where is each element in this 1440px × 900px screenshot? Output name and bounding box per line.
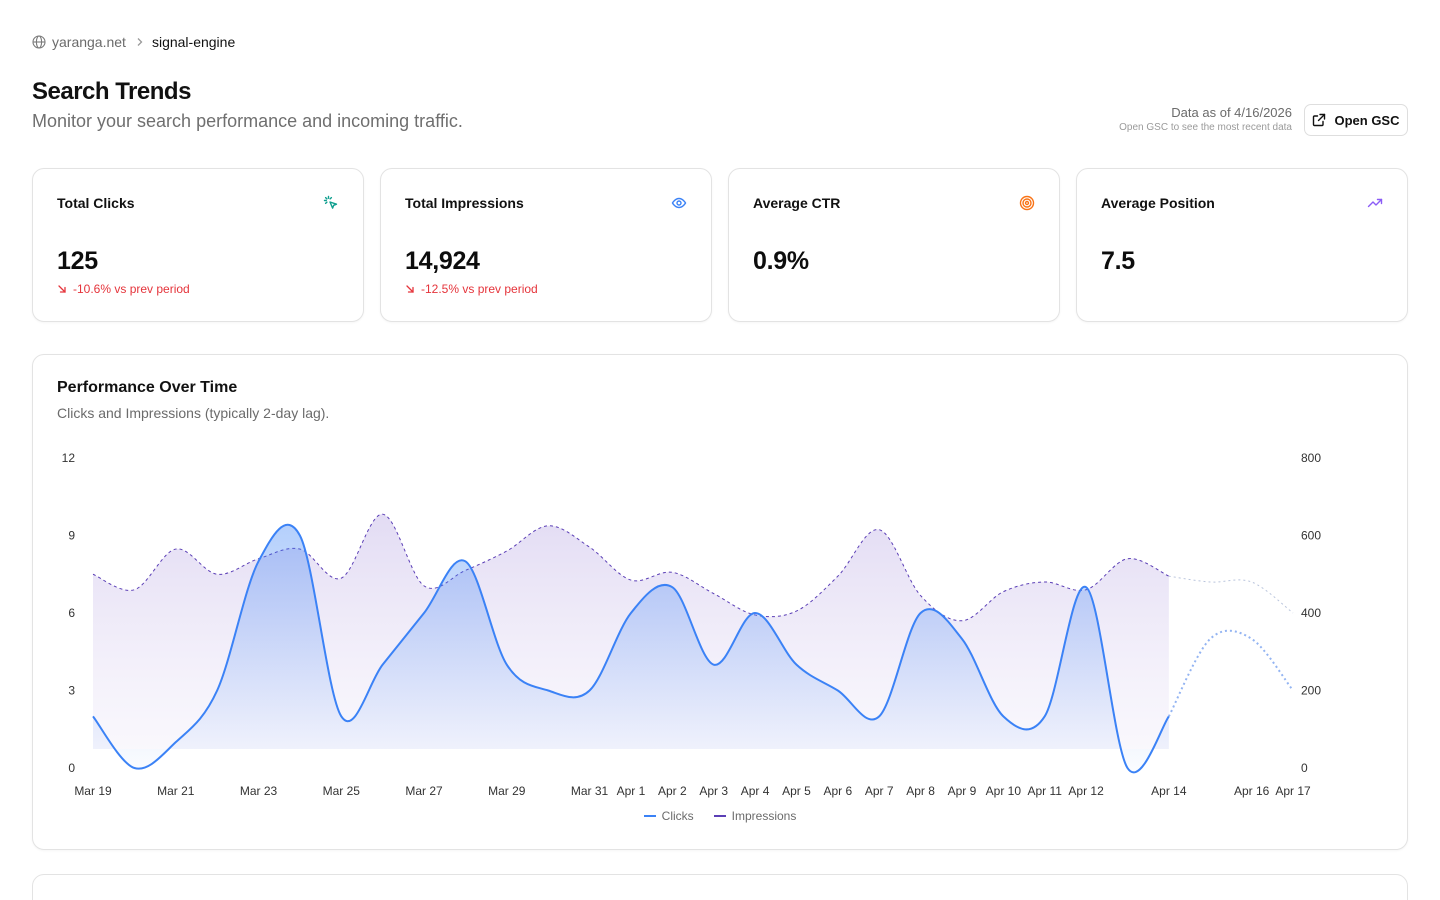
globe-icon xyxy=(32,35,46,49)
impressions-line[interactable] xyxy=(92,513,1170,622)
x-tick: Apr 6 xyxy=(823,784,852,798)
y-tick-right: 200 xyxy=(1301,684,1321,698)
target-icon xyxy=(1019,195,1035,211)
x-tick: Apr 3 xyxy=(699,784,728,798)
open-gsc-label: Open GSC xyxy=(1334,112,1400,128)
stat-label: Total Clicks xyxy=(57,195,135,211)
y-tick-left: 3 xyxy=(68,684,75,698)
stat-card-total-impressions: Total Impressions 14,924 -12.5% vs prev … xyxy=(380,168,712,322)
page-subtitle: Monitor your search performance and inco… xyxy=(32,111,463,131)
chart-title: Performance Over Time xyxy=(57,379,238,396)
eye-icon xyxy=(671,195,687,211)
cursor-click-icon xyxy=(323,195,339,211)
arrow-down-right-icon xyxy=(57,284,67,294)
x-tick: Apr 2 xyxy=(658,784,687,798)
page-title: Search Trends xyxy=(32,78,191,105)
x-tick: Mar 27 xyxy=(405,784,443,798)
data-note: Open GSC to see the most recent data xyxy=(1119,122,1292,133)
stat-value: 125 xyxy=(57,247,98,275)
chart-description: Clicks and Impressions (typically 2-day … xyxy=(57,405,330,421)
open-gsc-button[interactable]: Open GSC xyxy=(1304,104,1408,136)
x-tick: Apr 4 xyxy=(741,784,770,798)
clicks-area xyxy=(93,524,1169,773)
stat-card-average-ctr: Average CTR 0.9% xyxy=(728,168,1060,322)
stat-delta-text: -12.5% vs prev period xyxy=(421,282,538,296)
stat-value: 7.5 xyxy=(1101,247,1135,275)
breadcrumb-site[interactable]: yaranga.net xyxy=(52,34,126,50)
y-tick-left: 9 xyxy=(68,529,75,543)
clicks-partial-line xyxy=(1167,629,1294,717)
stat-card-total-clicks: Total Clicks 125 -10.6% vs prev period xyxy=(32,168,364,322)
stat-delta-text: -10.6% vs prev period xyxy=(73,282,190,296)
legend-item-impressions[interactable]: Impressions xyxy=(713,809,797,823)
x-tick: Apr 10 xyxy=(986,784,1022,798)
x-tick: Apr 14 xyxy=(1151,784,1187,798)
x-tick: Apr 8 xyxy=(906,784,935,798)
trending-up-icon xyxy=(1367,195,1383,211)
legend-label-clicks: Clicks xyxy=(661,809,694,823)
secondary-card xyxy=(32,874,1408,900)
y-tick-left: 0 xyxy=(68,761,75,775)
data-as-of-label: Data as of 4/16/2026 xyxy=(1171,105,1292,120)
stat-value: 0.9% xyxy=(753,247,809,275)
stat-delta: -10.6% vs prev period xyxy=(57,282,190,296)
x-tick: Mar 23 xyxy=(240,784,278,798)
x-tick: Apr 5 xyxy=(782,784,811,798)
chart-legend: Clicks Impressions xyxy=(33,809,1407,823)
y-tick-left: 6 xyxy=(68,606,75,620)
data-freshness: Data as of 4/16/2026 Open GSC to see the… xyxy=(1119,104,1292,135)
x-tick: Mar 25 xyxy=(323,784,361,798)
y-tick-left: 12 xyxy=(62,451,76,465)
stat-value: 14,924 xyxy=(405,247,480,275)
stat-delta: -12.5% vs prev period xyxy=(405,282,538,296)
stat-label: Average Position xyxy=(1101,195,1215,211)
stat-card-average-position: Average Position 7.5 xyxy=(1076,168,1408,322)
x-tick: Apr 16 xyxy=(1234,784,1270,798)
x-tick: Apr 11 xyxy=(1027,784,1062,798)
stat-label: Average CTR xyxy=(753,195,841,211)
y-tick-right: 600 xyxy=(1301,529,1321,543)
impressions-partial-line xyxy=(1168,575,1294,614)
stat-label: Total Impressions xyxy=(405,195,524,211)
performance-chart-card: Performance Over Time Clicks and Impress… xyxy=(32,354,1408,850)
y-tick-right: 400 xyxy=(1301,606,1321,620)
performance-chart[interactable]: 0 3 6 9 12 0 200 400 600 800 Mar 19 Mar 21 Mar 23 M… xyxy=(33,355,1409,825)
breadcrumb-project[interactable]: signal-engine xyxy=(151,34,236,50)
chevron-right-icon xyxy=(136,37,144,47)
x-tick: Mar 29 xyxy=(488,784,526,798)
clicks-line[interactable] xyxy=(92,523,1170,774)
x-tick: Mar 31 xyxy=(571,784,609,798)
external-link-icon xyxy=(1312,113,1326,127)
breadcrumb: yaranga.net signal-engine xyxy=(32,32,235,52)
x-tick: Apr 9 xyxy=(948,784,977,798)
y-tick-right: 800 xyxy=(1301,451,1321,465)
x-tick: Apr 7 xyxy=(865,784,894,798)
x-tick: Apr 17 xyxy=(1275,784,1311,798)
x-tick: Apr 1 xyxy=(617,784,646,798)
legend-swatch-impressions xyxy=(713,815,726,817)
arrow-down-right-icon xyxy=(405,284,415,294)
y-tick-right: 0 xyxy=(1301,761,1308,775)
x-tick: Mar 19 xyxy=(74,784,112,798)
x-tick: Apr 12 xyxy=(1068,784,1104,798)
legend-label-impressions: Impressions xyxy=(731,809,797,823)
x-tick: Mar 21 xyxy=(157,784,195,798)
legend-item-clicks[interactable]: Clicks xyxy=(643,809,694,823)
legend-swatch-clicks xyxy=(643,815,656,817)
